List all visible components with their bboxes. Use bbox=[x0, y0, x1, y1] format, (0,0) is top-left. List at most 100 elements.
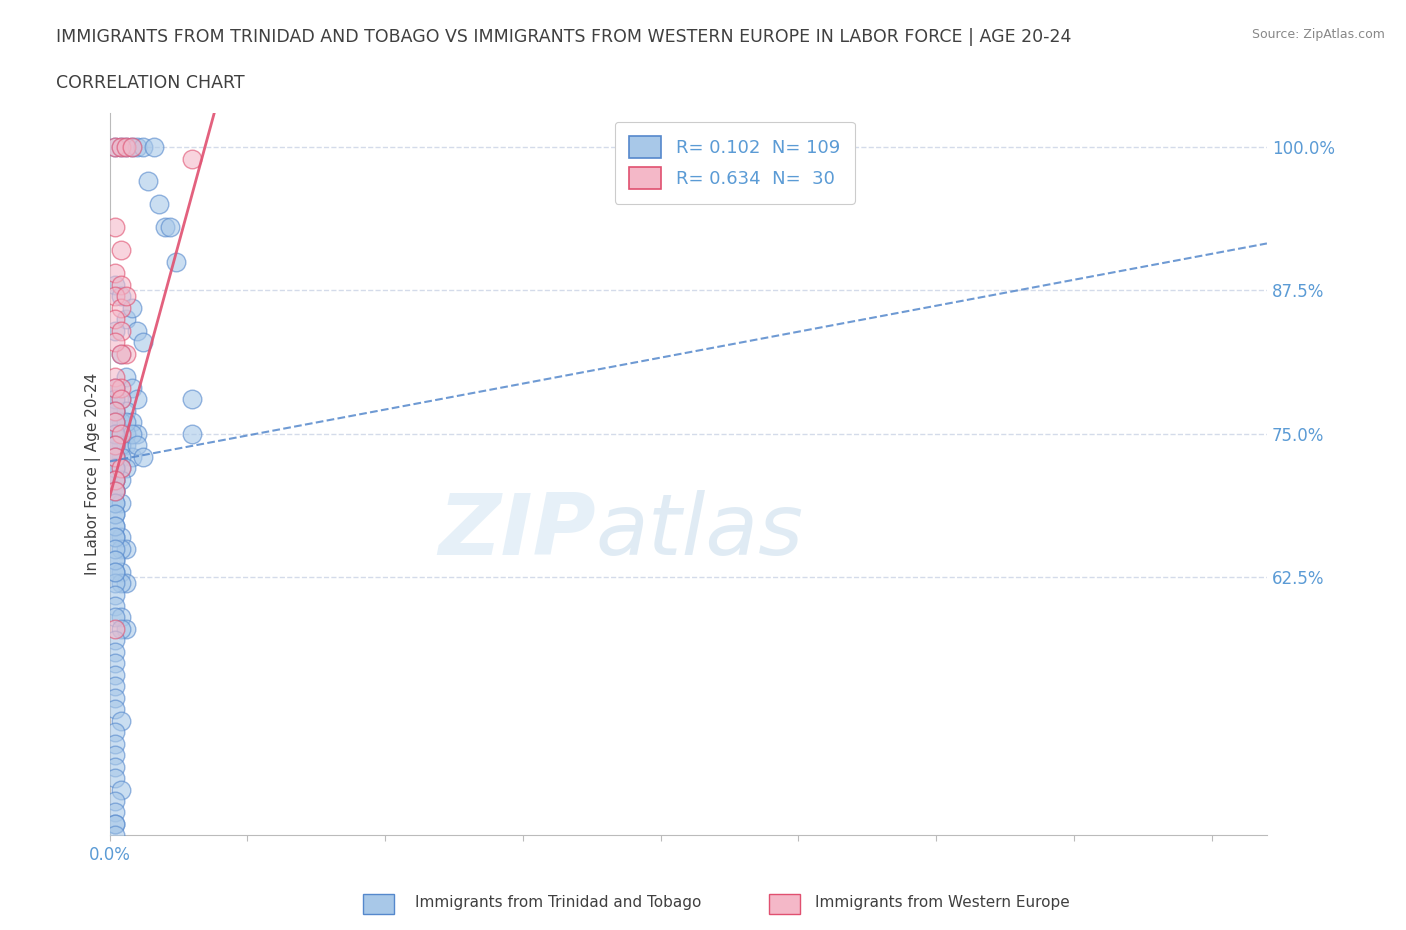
Point bbox=[115, 438, 138, 453]
Point bbox=[115, 289, 138, 304]
Point bbox=[110, 438, 132, 453]
Text: ZIP: ZIP bbox=[439, 490, 596, 574]
Text: Immigrants from Trinidad and Tobago: Immigrants from Trinidad and Tobago bbox=[415, 895, 702, 910]
Y-axis label: In Labor Force | Age 20-24: In Labor Force | Age 20-24 bbox=[86, 373, 101, 575]
Point bbox=[110, 472, 132, 487]
Point bbox=[110, 300, 132, 315]
Point bbox=[104, 552, 127, 567]
Point bbox=[104, 484, 127, 498]
Point bbox=[104, 828, 127, 843]
Point bbox=[110, 289, 132, 304]
Point bbox=[115, 576, 138, 591]
Point bbox=[110, 565, 132, 579]
Point bbox=[115, 140, 138, 154]
Point bbox=[110, 713, 132, 728]
Text: CORRELATION CHART: CORRELATION CHART bbox=[56, 74, 245, 92]
Point bbox=[104, 392, 127, 407]
Point bbox=[104, 748, 127, 763]
Point bbox=[110, 346, 132, 361]
Point bbox=[127, 392, 149, 407]
Point bbox=[104, 427, 127, 442]
Point bbox=[110, 392, 132, 407]
Point bbox=[127, 427, 149, 442]
Point bbox=[104, 621, 127, 636]
Point bbox=[104, 140, 127, 154]
Point bbox=[104, 724, 127, 739]
Point bbox=[136, 174, 159, 189]
Point bbox=[127, 438, 149, 453]
Point bbox=[104, 507, 127, 522]
Point bbox=[104, 404, 127, 418]
Point bbox=[159, 219, 181, 234]
Point bbox=[104, 449, 127, 464]
Point bbox=[104, 324, 127, 339]
Point bbox=[104, 805, 127, 820]
Point bbox=[104, 438, 127, 453]
Point bbox=[104, 576, 127, 591]
Point bbox=[104, 438, 127, 453]
Point bbox=[104, 289, 127, 304]
Point bbox=[104, 415, 127, 430]
Point bbox=[104, 599, 127, 614]
Point bbox=[115, 346, 138, 361]
Point bbox=[104, 759, 127, 774]
Bar bbox=[769, 894, 800, 914]
Point bbox=[104, 484, 127, 498]
Point bbox=[104, 369, 127, 384]
Point bbox=[110, 461, 132, 476]
Point bbox=[148, 197, 170, 212]
Point bbox=[110, 415, 132, 430]
Point bbox=[121, 140, 143, 154]
Point bbox=[104, 461, 127, 476]
Point bbox=[104, 415, 127, 430]
Point bbox=[104, 587, 127, 602]
Point bbox=[115, 415, 138, 430]
Point bbox=[115, 541, 138, 556]
Point bbox=[110, 427, 132, 442]
Point bbox=[121, 140, 143, 154]
Point bbox=[110, 140, 132, 154]
Point bbox=[104, 472, 127, 487]
Point bbox=[110, 140, 132, 154]
Point bbox=[104, 565, 127, 579]
Point bbox=[131, 449, 153, 464]
Text: Source: ZipAtlas.com: Source: ZipAtlas.com bbox=[1251, 28, 1385, 41]
Point bbox=[181, 151, 204, 166]
Point bbox=[121, 449, 143, 464]
Point bbox=[104, 484, 127, 498]
Point bbox=[110, 782, 132, 797]
Point bbox=[110, 621, 132, 636]
Point bbox=[104, 472, 127, 487]
Point bbox=[127, 324, 149, 339]
Point bbox=[121, 427, 143, 442]
Point bbox=[104, 530, 127, 545]
Point bbox=[104, 472, 127, 487]
Point bbox=[110, 380, 132, 395]
Point bbox=[104, 552, 127, 567]
Text: atlas: atlas bbox=[596, 490, 804, 574]
Point bbox=[142, 140, 165, 154]
Point bbox=[115, 369, 138, 384]
Point bbox=[104, 496, 127, 511]
Legend: R= 0.102  N= 109, R= 0.634  N=  30: R= 0.102 N= 109, R= 0.634 N= 30 bbox=[614, 122, 855, 204]
Point bbox=[104, 449, 127, 464]
Point bbox=[104, 679, 127, 694]
Point bbox=[110, 541, 132, 556]
Point bbox=[153, 219, 176, 234]
Point bbox=[104, 266, 127, 281]
Point bbox=[165, 255, 187, 270]
Point bbox=[121, 380, 143, 395]
Point bbox=[104, 380, 127, 395]
Point bbox=[110, 392, 132, 407]
Point bbox=[104, 312, 127, 326]
Point bbox=[181, 427, 204, 442]
Point bbox=[104, 737, 127, 751]
Point bbox=[104, 404, 127, 418]
Point bbox=[104, 427, 127, 442]
Point bbox=[104, 633, 127, 648]
Point bbox=[115, 404, 138, 418]
Point bbox=[110, 277, 132, 292]
Point bbox=[104, 518, 127, 533]
Point bbox=[115, 427, 138, 442]
Point bbox=[110, 243, 132, 258]
